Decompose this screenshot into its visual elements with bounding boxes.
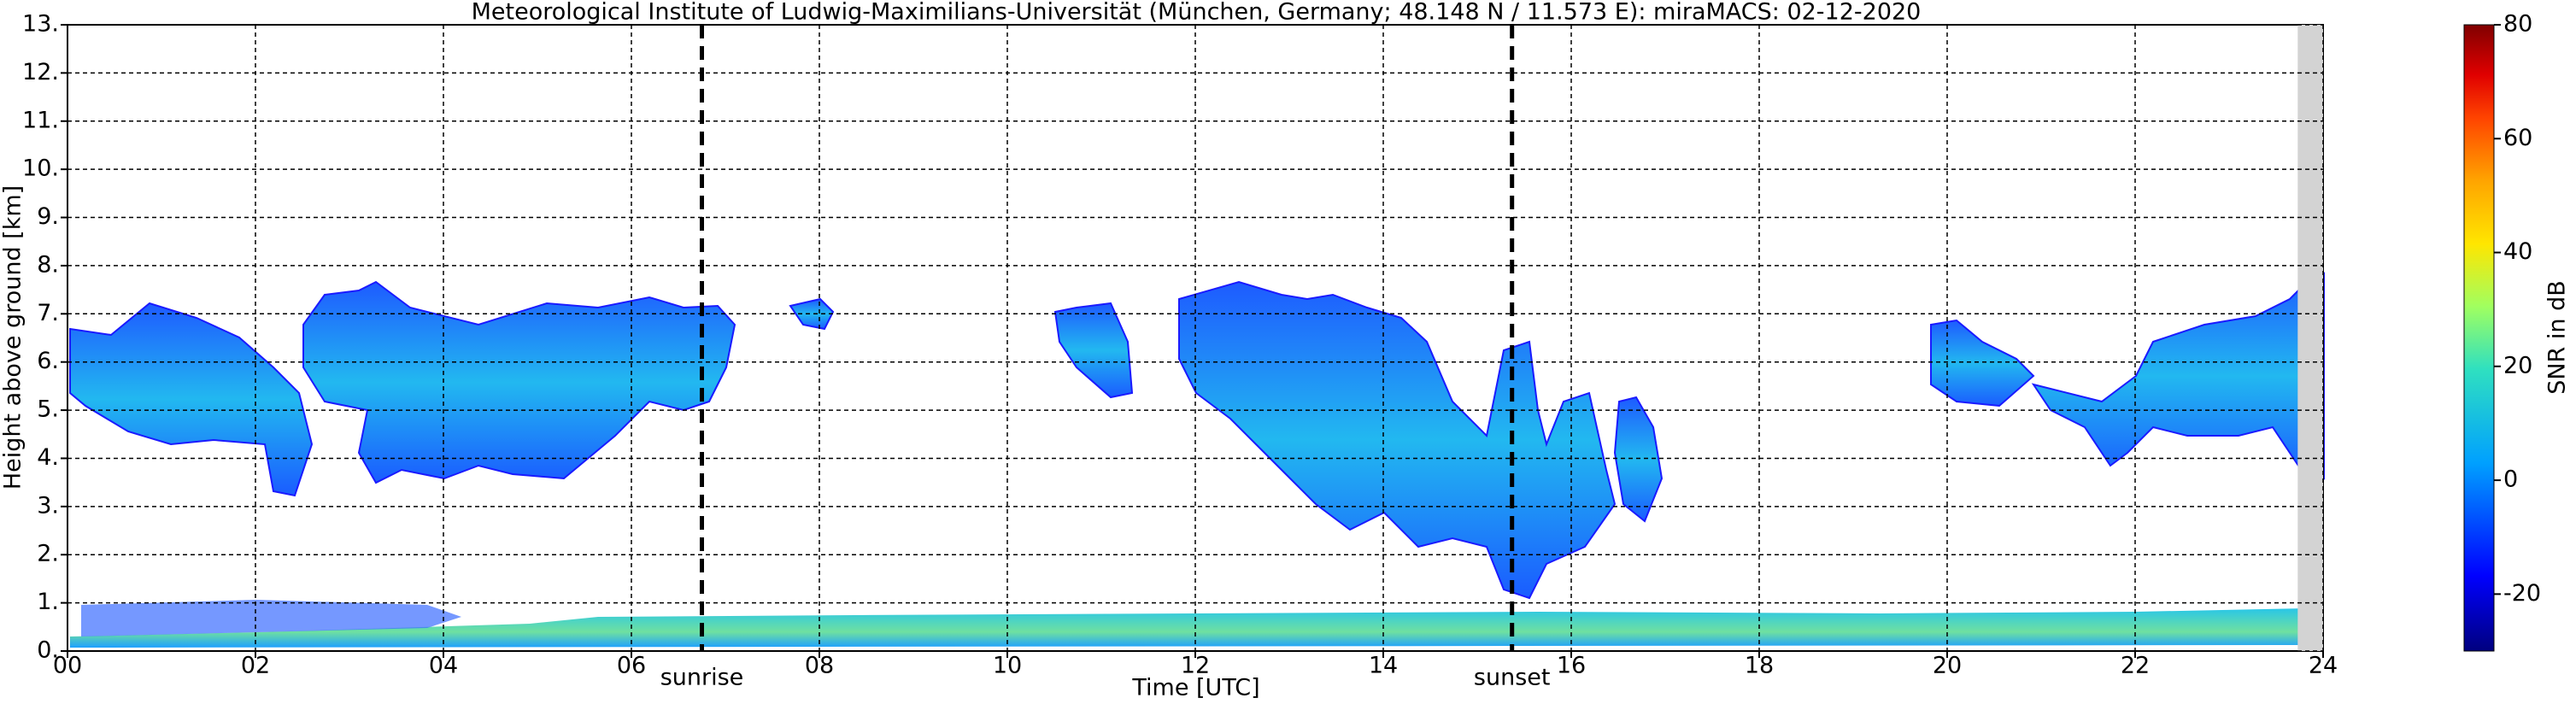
echo xyxy=(1053,302,1134,399)
x-tick-label: 06 xyxy=(617,653,646,679)
y-axis-label: Height above ground [km] xyxy=(0,185,26,490)
colorbar-frame xyxy=(2463,24,2495,652)
low-echo xyxy=(81,600,461,637)
y-tick-label: 7. xyxy=(37,300,59,326)
colorbar xyxy=(2464,25,2494,651)
event-label: sunrise xyxy=(660,665,744,691)
echo xyxy=(789,297,835,331)
echo xyxy=(302,280,736,484)
echo xyxy=(69,302,314,497)
echo xyxy=(1178,280,1617,600)
x-tick-label: 16 xyxy=(1557,653,1586,679)
y-tick-label: 1. xyxy=(37,589,59,615)
no-data-region xyxy=(2297,25,2323,651)
y-tick-label: 9. xyxy=(37,203,59,230)
y-tick-label: 3. xyxy=(37,492,59,519)
y-tick-label: 4. xyxy=(37,444,59,471)
x-tick-label: 24 xyxy=(2309,653,2338,679)
x-tick-label: 14 xyxy=(1369,653,1398,679)
echo xyxy=(1930,319,2035,408)
x-tick-label: 18 xyxy=(1745,653,1774,679)
x-tick-label: 04 xyxy=(429,653,458,679)
colorbar-tick-label: 40 xyxy=(2503,238,2532,265)
y-tick-label: 6. xyxy=(37,348,59,374)
y-tick-label: 10. xyxy=(22,155,59,182)
low-layer xyxy=(70,608,2307,648)
radar-echoes xyxy=(69,272,2325,648)
colorbar-label: SNR in dB xyxy=(2544,280,2571,395)
x-tick-label: 20 xyxy=(1933,653,1962,679)
y-tick-label: 8. xyxy=(37,251,59,278)
y-tick-label: 13. xyxy=(22,11,59,38)
event-label: sunset xyxy=(1474,665,1551,691)
colorbar-tick-label: 60 xyxy=(2503,125,2532,151)
echo xyxy=(2031,272,2325,480)
echo xyxy=(1613,396,1664,523)
y-tick-label: 0. xyxy=(37,637,59,664)
chart-title: Meteorological Institute of Ludwig-Maxim… xyxy=(472,0,1922,26)
x-tick-label: 02 xyxy=(241,653,270,679)
x-tick-label: 22 xyxy=(2121,653,2150,679)
y-tick-label: 2. xyxy=(37,541,59,567)
colorbar-tick-label: 20 xyxy=(2503,352,2532,378)
x-tick-label: 12 xyxy=(1181,653,1210,679)
x-axis-label: Time [UTC] xyxy=(1131,675,1259,701)
y-tick-label: 5. xyxy=(37,396,59,423)
x-tick-label: 00 xyxy=(53,653,82,679)
colorbar-tick-label: 0 xyxy=(2503,466,2518,493)
colorbar-tick-label: 80 xyxy=(2503,11,2532,38)
y-tick-label: 12. xyxy=(22,59,59,85)
y-tick-label: 11. xyxy=(22,107,59,133)
x-tick-label: 10 xyxy=(993,653,1022,679)
colorbar-tick-label: -20 xyxy=(2503,580,2541,607)
x-tick-label: 08 xyxy=(805,653,834,679)
